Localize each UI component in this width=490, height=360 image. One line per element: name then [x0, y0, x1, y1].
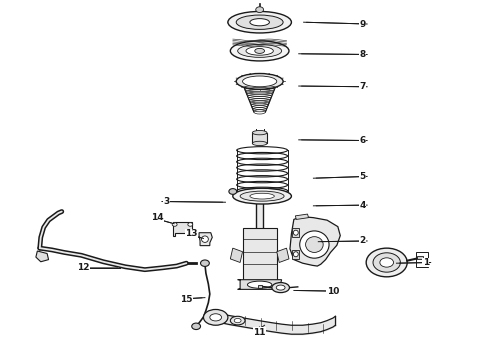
Text: 6: 6 [359, 136, 366, 145]
Text: 11: 11 [253, 328, 266, 337]
Text: 4: 4 [359, 201, 366, 210]
Polygon shape [36, 251, 49, 262]
Text: 13: 13 [185, 229, 197, 238]
Polygon shape [290, 217, 340, 266]
Text: 7: 7 [359, 82, 366, 91]
Text: 9: 9 [359, 19, 366, 28]
Ellipse shape [272, 283, 290, 293]
Ellipse shape [240, 191, 284, 201]
Polygon shape [293, 228, 299, 237]
Ellipse shape [247, 281, 272, 288]
Polygon shape [230, 248, 243, 262]
Ellipse shape [192, 323, 200, 329]
Ellipse shape [172, 223, 177, 226]
Ellipse shape [246, 46, 273, 55]
Ellipse shape [300, 231, 329, 258]
Ellipse shape [238, 44, 282, 57]
Text: 10: 10 [327, 287, 339, 296]
Ellipse shape [233, 188, 292, 204]
Polygon shape [243, 228, 277, 280]
Ellipse shape [256, 7, 264, 13]
Text: 14: 14 [151, 213, 163, 222]
Ellipse shape [294, 252, 298, 257]
Polygon shape [238, 280, 282, 289]
Ellipse shape [228, 12, 292, 33]
Ellipse shape [229, 189, 237, 194]
Ellipse shape [236, 15, 283, 30]
Polygon shape [295, 214, 309, 220]
Text: 3: 3 [164, 197, 170, 206]
Bar [252, 133, 267, 143]
Ellipse shape [230, 41, 289, 61]
Ellipse shape [373, 253, 400, 272]
Ellipse shape [250, 19, 270, 26]
Ellipse shape [188, 223, 193, 226]
Polygon shape [293, 250, 299, 259]
Ellipse shape [236, 73, 283, 89]
Ellipse shape [294, 230, 298, 235]
Text: 1: 1 [423, 258, 429, 267]
Ellipse shape [243, 76, 277, 87]
Text: 12: 12 [77, 264, 90, 273]
Bar [258, 285, 262, 288]
Ellipse shape [230, 316, 245, 325]
Ellipse shape [366, 248, 407, 277]
Ellipse shape [203, 310, 228, 325]
Bar [417, 256, 423, 259]
Ellipse shape [250, 193, 274, 199]
Ellipse shape [276, 285, 285, 290]
Text: 15: 15 [180, 294, 193, 303]
Ellipse shape [210, 314, 221, 321]
Ellipse shape [252, 131, 267, 135]
Polygon shape [199, 233, 212, 246]
Bar [256, 196, 263, 228]
Text: 8: 8 [359, 50, 366, 59]
Ellipse shape [201, 236, 208, 242]
Polygon shape [416, 252, 428, 267]
Ellipse shape [306, 237, 323, 252]
Ellipse shape [200, 260, 209, 266]
Text: 2: 2 [359, 237, 366, 246]
Polygon shape [277, 248, 289, 262]
Ellipse shape [234, 319, 241, 323]
Text: 5: 5 [359, 172, 366, 181]
Ellipse shape [252, 141, 267, 145]
Ellipse shape [255, 48, 265, 53]
Ellipse shape [380, 258, 393, 267]
Polygon shape [172, 222, 192, 235]
